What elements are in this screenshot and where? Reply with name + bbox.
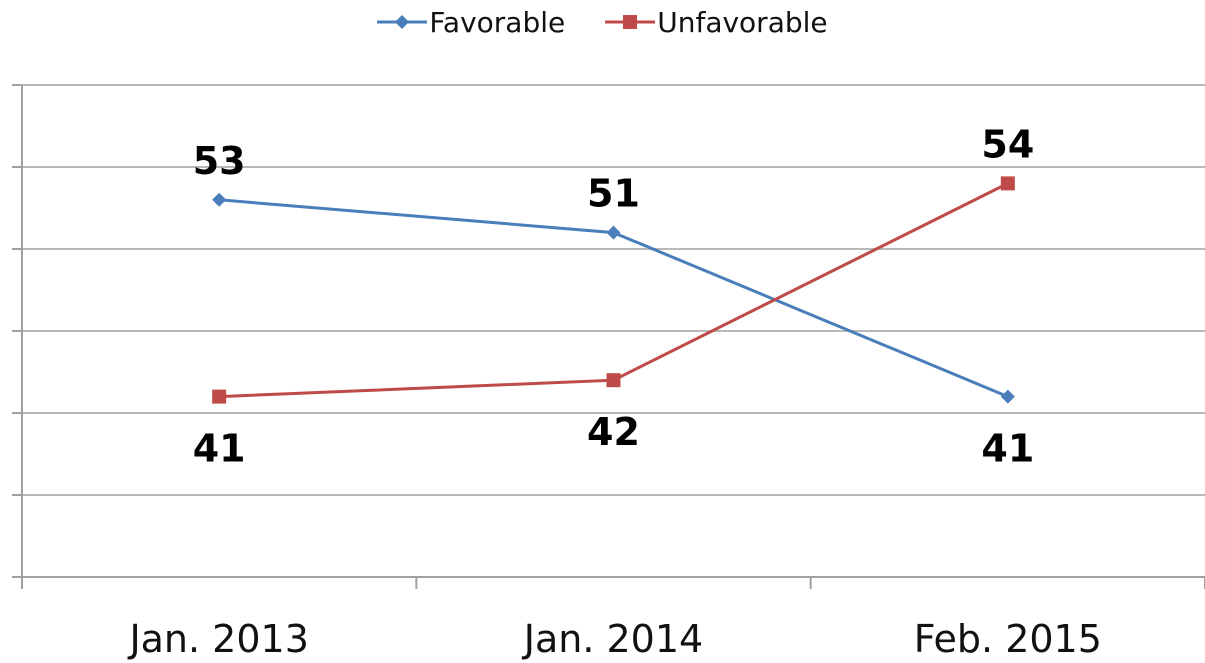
data-point-favorable [1000, 389, 1015, 404]
data-labels: 53 51 41 41 42 54 [193, 122, 1035, 470]
data-label: 41 [193, 427, 246, 471]
legend-item-favorable: Favorable [377, 6, 565, 39]
data-label: 54 [981, 122, 1034, 166]
data-point-favorable [212, 192, 227, 207]
data-point-unfavorable [212, 389, 227, 404]
legend-label: Unfavorable [657, 5, 828, 39]
legend-item-unfavorable: Unfavorable [605, 5, 828, 39]
data-point-favorable [606, 225, 621, 240]
data-label: 51 [587, 172, 640, 216]
axes [12, 84, 1205, 589]
data-label: 53 [193, 139, 246, 183]
chart-legend: Favorable Unfavorable [0, 2, 1205, 42]
x-tick-labels: Jan. 2013 Jan. 2014 Feb. 2015 [127, 617, 1101, 661]
data-label: 42 [587, 410, 640, 454]
x-tick-label: Jan. 2014 [522, 617, 703, 661]
legend-label: Favorable [429, 5, 566, 39]
data-point-unfavorable [1000, 176, 1015, 191]
gridlines [22, 84, 1205, 496]
series-markers [212, 176, 1015, 404]
x-tick-label: Jan. 2013 [127, 617, 308, 661]
x-tick-label: Feb. 2015 [914, 617, 1102, 661]
data-label: 41 [981, 427, 1034, 471]
data-point-unfavorable [606, 373, 621, 388]
legend-swatch [605, 15, 656, 29]
legend-swatch [377, 15, 428, 29]
